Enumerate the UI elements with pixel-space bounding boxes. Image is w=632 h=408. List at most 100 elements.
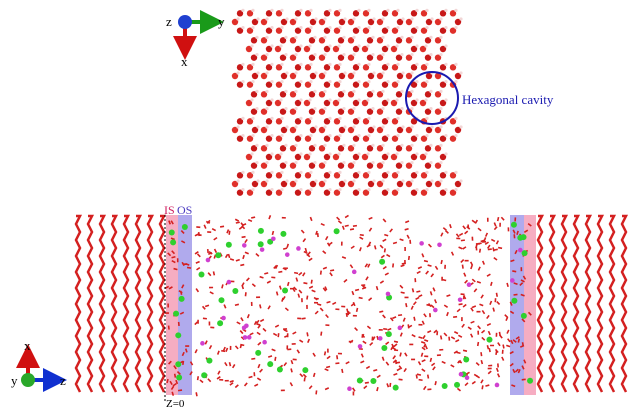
water [241, 235, 246, 239]
water [495, 367, 499, 373]
water [171, 250, 176, 255]
hydrogen [280, 170, 284, 174]
hydrogen [444, 170, 448, 174]
water [297, 293, 301, 298]
water [251, 283, 256, 288]
hydrogen [410, 89, 414, 93]
oxygen [449, 64, 457, 71]
hydrogen [241, 80, 245, 84]
hydrogen [241, 62, 245, 66]
cation [217, 320, 224, 327]
water [217, 370, 221, 375]
oxygen [366, 91, 374, 98]
oxygen [265, 172, 273, 179]
water [244, 238, 248, 244]
oxygen [434, 37, 442, 44]
water [404, 227, 409, 231]
water [319, 307, 324, 312]
cation [333, 228, 340, 235]
water [293, 286, 298, 291]
water [480, 294, 484, 299]
hydrogen [372, 179, 376, 183]
ice-column [596, 214, 605, 393]
water [498, 331, 501, 336]
hydrogen [255, 35, 259, 39]
water [257, 324, 261, 329]
hydrogen [284, 53, 288, 57]
axis-label: y [218, 14, 225, 29]
water [506, 282, 509, 288]
hydrogen [381, 89, 385, 93]
hydrogen [251, 134, 255, 138]
water [379, 244, 384, 249]
oxygen [410, 189, 418, 196]
water [515, 336, 520, 340]
water [423, 313, 427, 318]
water [330, 269, 335, 272]
hydrogen [256, 179, 260, 183]
hydrogen [280, 116, 284, 120]
water [278, 285, 282, 290]
water [329, 272, 333, 277]
oxygen [275, 64, 283, 71]
axis-triad-top: z y x [166, 10, 225, 69]
water [462, 295, 467, 300]
oxygen [294, 153, 302, 161]
oxygen [405, 54, 413, 61]
water [173, 365, 177, 370]
hydrogen [424, 98, 428, 102]
oxygen [245, 99, 253, 107]
water [381, 356, 385, 361]
oxygen [260, 145, 268, 152]
water [502, 344, 505, 349]
hydrogen [459, 179, 463, 183]
water [282, 295, 286, 301]
water [423, 385, 427, 391]
hydrogen [337, 98, 341, 102]
water [480, 379, 484, 384]
hydrogen [454, 116, 458, 120]
hydrogen [454, 170, 458, 174]
cation [255, 349, 262, 356]
hydrogen [386, 62, 390, 66]
water [259, 368, 264, 373]
hydrogen [256, 17, 260, 21]
water [398, 378, 403, 381]
water [493, 256, 498, 261]
anion [494, 382, 500, 388]
water [195, 288, 200, 293]
oxygen [265, 10, 273, 17]
hydrogen [265, 143, 269, 147]
water [495, 292, 498, 297]
hydrogen [439, 179, 443, 183]
water [358, 296, 363, 300]
oxygen [381, 10, 389, 17]
water [456, 387, 462, 392]
water [486, 345, 490, 350]
oxygen [274, 99, 282, 107]
oxygen [250, 54, 258, 61]
water [399, 238, 404, 242]
oxygen [376, 162, 384, 169]
oxygen [381, 153, 389, 161]
oxygen [424, 108, 432, 115]
water [401, 262, 406, 265]
water [373, 245, 377, 250]
water [382, 218, 387, 223]
water [440, 232, 444, 237]
oxygen [390, 99, 398, 107]
oxygen [333, 64, 341, 71]
water [308, 257, 313, 262]
anion [377, 336, 383, 341]
water [389, 382, 392, 387]
hydrogen [396, 116, 400, 120]
oxygen [289, 162, 297, 169]
water [382, 314, 386, 319]
water [274, 324, 280, 328]
oxygen [439, 172, 447, 179]
hydrogen [294, 107, 298, 111]
water [389, 228, 393, 233]
water [248, 375, 253, 379]
water [349, 264, 354, 269]
water [234, 345, 239, 350]
